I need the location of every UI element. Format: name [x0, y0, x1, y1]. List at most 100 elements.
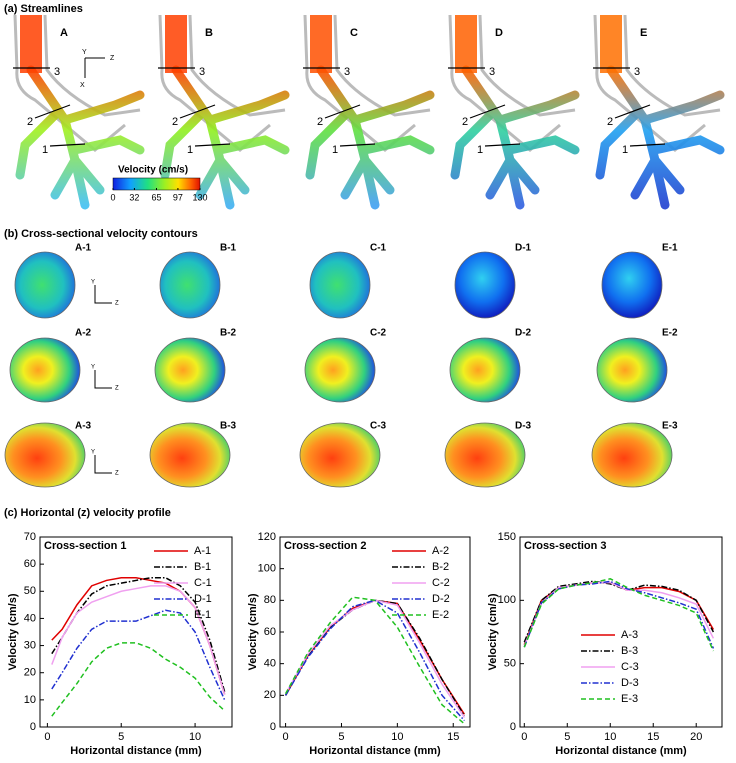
y-axis-label: Velocity (cm/s): [487, 593, 499, 670]
x-tick-label: 20: [690, 731, 702, 743]
y-tick-label: 30: [24, 639, 36, 651]
legend-label: E-3: [621, 693, 638, 705]
chart-title: Cross-section 1: [44, 540, 127, 552]
section-label: 3: [199, 66, 205, 78]
axis-label: Y: [91, 365, 95, 371]
trachea-flow: [20, 15, 42, 73]
legend-label: B-2: [432, 561, 449, 573]
contour-label: D-2: [515, 328, 532, 339]
axis-label: X: [80, 82, 85, 89]
contour-label: A-3: [75, 421, 92, 432]
section-label: 2: [317, 116, 323, 128]
y-tick-label: 20: [264, 689, 276, 701]
section-label: 2: [607, 116, 613, 128]
section-label: 2: [27, 116, 33, 128]
legend-label: D-1: [194, 593, 212, 605]
contour-section: [149, 422, 231, 488]
y-tick-label: 0: [30, 721, 36, 733]
x-tick-label: 10: [189, 731, 201, 743]
x-tick-label: 5: [338, 731, 344, 743]
contour-label: B-1: [220, 243, 237, 254]
y-tick-label: 0: [510, 721, 516, 733]
streamline-label: C: [350, 27, 358, 39]
colorbar-title: Velocity (cm/s): [118, 165, 188, 176]
airway-wall: [303, 14, 431, 152]
x-tick-label: 5: [564, 731, 570, 743]
section-line: [179, 104, 216, 119]
section-line: [34, 104, 71, 119]
legend-label: B-3: [621, 645, 638, 657]
legend-label: D-2: [432, 593, 450, 605]
y-axis-label: Velocity (cm/s): [7, 593, 19, 670]
y-tick-label: 60: [264, 626, 276, 638]
legend-label: A-2: [432, 545, 449, 557]
contour-label: D-3: [515, 421, 532, 432]
x-axis-label: Horizontal distance (mm): [70, 745, 202, 757]
section-line: [339, 143, 376, 147]
bronchus-flow: [595, 65, 725, 210]
contour-label: B-2: [220, 328, 237, 339]
section-label: 3: [634, 66, 640, 78]
y-tick-label: 100: [498, 594, 516, 606]
contour-section: [449, 337, 521, 403]
trachea-flow: [310, 15, 332, 73]
bronchus-flow: [450, 65, 580, 210]
section-line: [484, 143, 521, 147]
section-line: [614, 104, 651, 119]
legend-label: E-2: [432, 609, 449, 621]
y-axis-label: Velocity (cm/s): [247, 593, 259, 670]
contour-section: [309, 251, 371, 319]
section-line: [629, 143, 666, 147]
bronchus-flow: [160, 65, 290, 210]
panel-title: (a) Streamlines: [4, 3, 83, 15]
colorbar-tick-label: 32: [129, 192, 139, 202]
section-label: 1: [622, 144, 628, 156]
airway-wall: [158, 14, 286, 152]
series-line: [51, 642, 226, 717]
contour-section: [454, 251, 516, 319]
y-tick-label: 70: [24, 531, 36, 543]
y-tick-label: 120: [258, 531, 276, 543]
legend-label: A-1: [194, 545, 211, 557]
x-tick-label: 0: [521, 731, 527, 743]
section-label: 1: [477, 144, 483, 156]
streamline-label: A: [60, 27, 68, 39]
axis-label: Y: [91, 280, 95, 286]
airway-wall: [593, 14, 721, 152]
contour-label: E-1: [662, 243, 678, 254]
axis-label: Z: [115, 301, 119, 307]
legend-label: C-3: [621, 661, 639, 673]
contour-label: D-1: [515, 243, 532, 254]
section-line: [469, 104, 506, 119]
panel-title: (b) Cross-sectional velocity contours: [4, 228, 198, 240]
colorbar-tick-label: 97: [173, 192, 183, 202]
x-tick-label: 15: [447, 731, 459, 743]
contour-section: [596, 337, 668, 403]
series-line: [51, 609, 226, 701]
x-axis-label: Horizontal distance (mm): [555, 745, 687, 757]
colorbar-tick-label: 130: [192, 192, 207, 202]
contour-label: C-1: [370, 243, 387, 254]
axis-triad: [94, 285, 112, 304]
contour-label: E-3: [662, 421, 678, 432]
streamline-label: D: [495, 27, 503, 39]
axis-label: Z: [115, 386, 119, 392]
section-label: 3: [54, 66, 60, 78]
section-label: 3: [489, 66, 495, 78]
trachea-flow: [600, 15, 622, 73]
y-tick-label: 20: [24, 667, 36, 679]
contour-section: [304, 337, 376, 403]
contour-section: [299, 422, 381, 488]
axis-triad: [94, 370, 112, 389]
axis-label: Z: [115, 471, 119, 477]
streamline-label: E: [640, 27, 647, 39]
x-tick-label: 10: [604, 731, 616, 743]
airway-wall: [448, 14, 576, 152]
section-line: [194, 143, 231, 147]
series-line: [51, 585, 226, 695]
contour-section: [591, 422, 673, 488]
axis-triad: [94, 455, 112, 474]
y-tick-label: 10: [24, 694, 36, 706]
